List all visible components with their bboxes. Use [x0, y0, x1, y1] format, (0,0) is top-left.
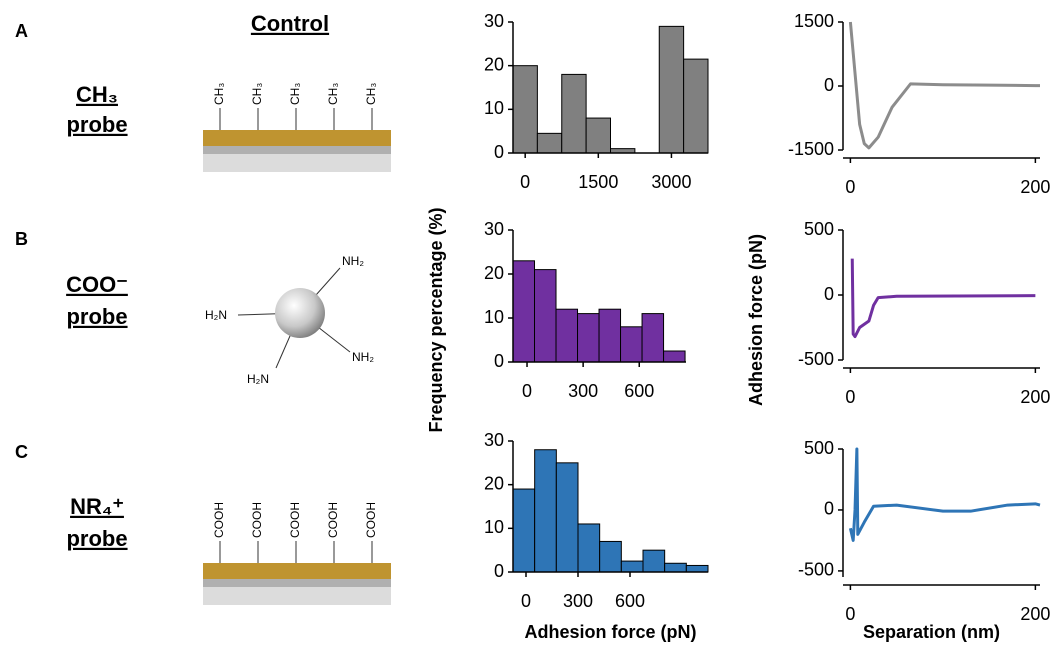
probe-label: COO⁻ [66, 272, 128, 297]
bar [561, 73, 587, 154]
bar [536, 132, 563, 154]
y-axis-label: Frequency percentage (%) [426, 207, 446, 432]
bar [555, 462, 579, 573]
y-tick-label: -1500 [788, 139, 834, 159]
x-tick-label: 0 [521, 591, 531, 611]
group-label: NH₂ [352, 350, 374, 364]
probe-label: probe [66, 304, 127, 329]
x-tick-label: 600 [615, 591, 645, 611]
bar [534, 269, 557, 363]
control-title: Control [251, 11, 329, 36]
bar [577, 523, 601, 573]
x-tick-label: 0 [522, 381, 532, 401]
x-tick-label: 0 [845, 387, 855, 407]
y-tick-label: 0 [824, 499, 834, 519]
nanoparticle [237, 267, 351, 369]
group-label: CH₃ [212, 83, 226, 105]
probe-label: CH₃ [76, 82, 118, 107]
bar [620, 560, 644, 573]
group-label: CH₃ [364, 83, 378, 105]
x-tick-label: 200 [1020, 604, 1050, 624]
bar [512, 488, 536, 573]
bar [685, 564, 709, 573]
group-label: H₂N [247, 372, 269, 386]
group-label: CH₃ [326, 83, 340, 105]
y-tick-label: 0 [824, 75, 834, 95]
x-tick-label: 300 [563, 591, 593, 611]
surface-c [203, 563, 391, 605]
x-tick-label: 200 [1020, 177, 1050, 197]
group-label: CH₃ [288, 83, 302, 105]
bar [683, 58, 709, 154]
x-tick-label: 300 [568, 381, 598, 401]
bar [641, 313, 665, 363]
x-tick-label: 0 [520, 172, 530, 192]
x-axis-label: Separation (nm) [863, 622, 1000, 642]
bar [585, 117, 611, 154]
surface-a [203, 130, 391, 172]
y-tick-label: 20 [484, 263, 504, 283]
bar [534, 449, 557, 573]
y-tick-label: 20 [484, 54, 504, 74]
group-label: COOH [212, 502, 226, 538]
y-tick-label: 10 [484, 98, 504, 118]
x-tick-label: 0 [845, 604, 855, 624]
y-tick-label: 30 [484, 430, 504, 450]
x-tick-label: 3000 [651, 172, 691, 192]
bar [642, 549, 666, 573]
probe-label: probe [66, 112, 127, 137]
bar [664, 562, 687, 573]
y-tick-label: 10 [484, 307, 504, 327]
x-tick-label: 600 [624, 381, 654, 401]
y-tick-label: -500 [798, 560, 834, 580]
y-tick-label: 0 [494, 561, 504, 581]
force-curve [848, 447, 1041, 542]
force-curve [850, 258, 1036, 339]
x-tick-label: 200 [1020, 387, 1050, 407]
group-label: CH₃ [250, 83, 264, 105]
bar [663, 350, 686, 363]
group-label: COOH [326, 502, 340, 538]
y-tick-label: 0 [494, 142, 504, 162]
force-curve [848, 21, 1040, 150]
group-label: COOH [288, 502, 302, 538]
y-tick-label: 10 [484, 517, 504, 537]
panel-letter: A [15, 21, 28, 41]
bar [620, 326, 643, 363]
y-tick-label: 30 [484, 11, 504, 31]
probe-labels: CH₃ probe COO⁻ probe NR₄⁺ probe [66, 82, 128, 551]
panel-letter: C [15, 442, 28, 462]
bar [512, 65, 538, 154]
probe-label: probe [66, 526, 127, 551]
y-tick-label: -500 [798, 349, 834, 369]
y-tick-label: 1500 [794, 11, 834, 31]
panel-letter: B [15, 229, 28, 249]
bar [512, 260, 536, 363]
group-label: COOH [364, 502, 378, 538]
bar [555, 308, 579, 363]
probe-label: NR₄⁺ [70, 494, 124, 519]
bar [599, 540, 622, 573]
group-label: H₂N [205, 308, 227, 322]
y-axis-label: Adhesion force (pN) [746, 234, 766, 406]
group-label: NH₂ [342, 254, 364, 268]
y-tick-label: 500 [804, 219, 834, 239]
y-tick-label: 30 [484, 219, 504, 239]
x-axis-label: Adhesion force (pN) [524, 622, 696, 642]
x-tick-label: 0 [845, 177, 855, 197]
y-tick-label: 20 [484, 473, 504, 493]
bar [658, 25, 685, 154]
bar [577, 313, 600, 363]
group-label: COOH [250, 502, 264, 538]
x-tick-label: 1500 [578, 172, 618, 192]
bar [598, 308, 622, 363]
y-tick-label: 0 [494, 351, 504, 371]
y-tick-label: 0 [824, 284, 834, 304]
y-tick-label: 500 [804, 438, 834, 458]
